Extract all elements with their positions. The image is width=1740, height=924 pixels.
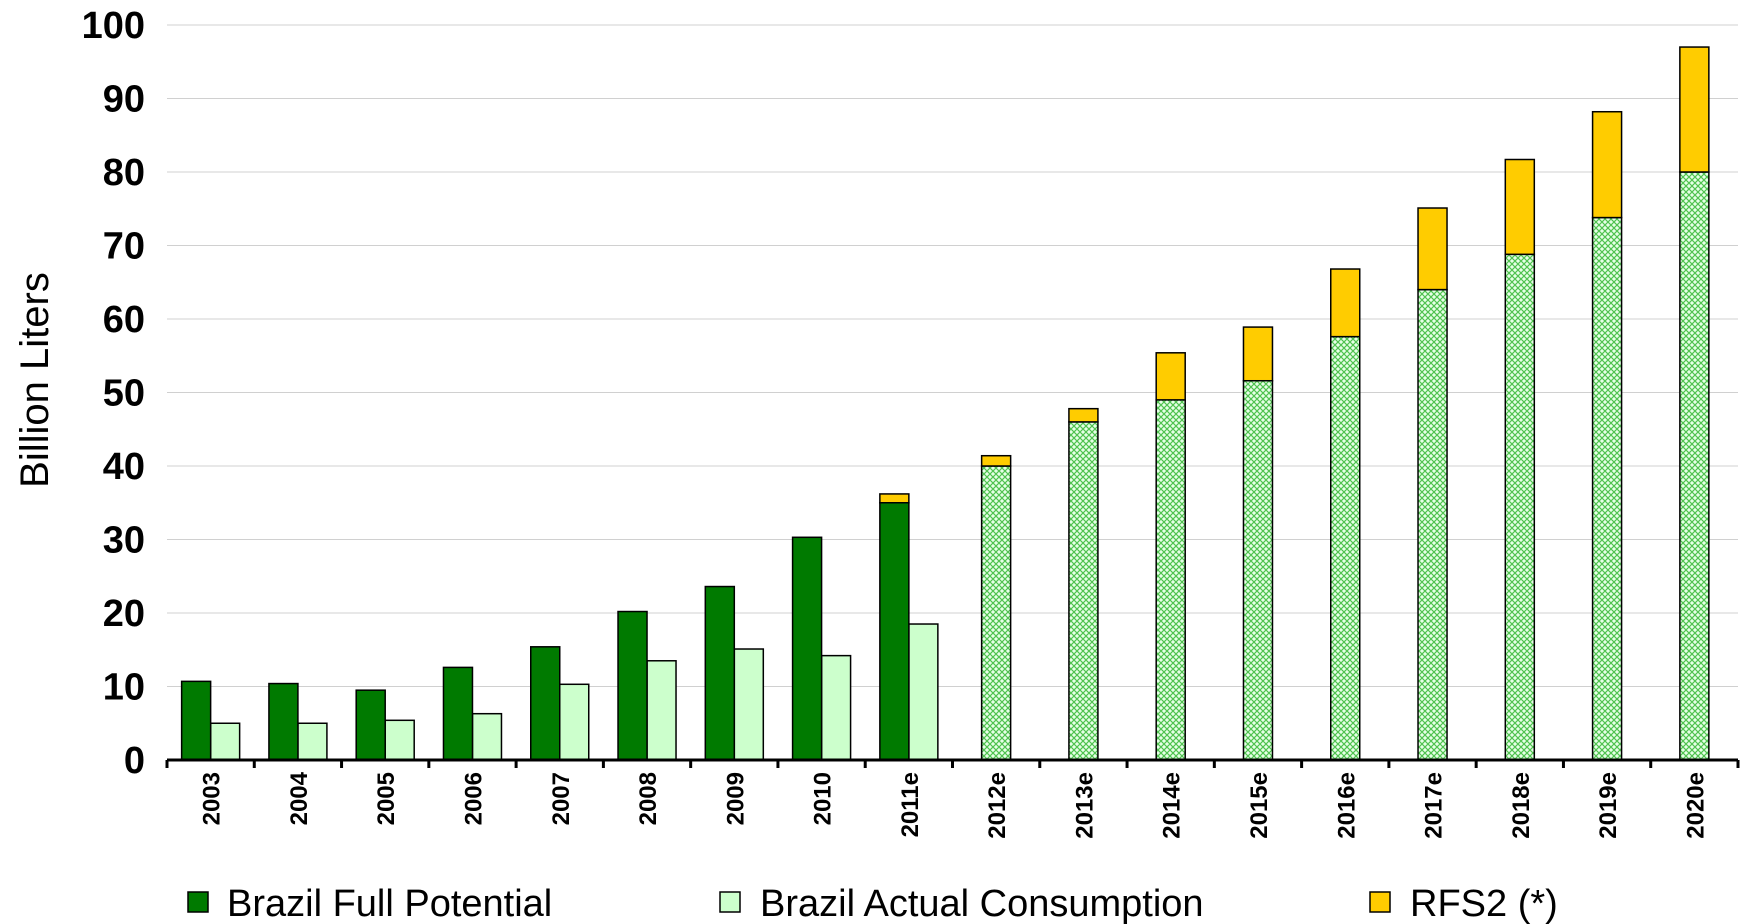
y-tick-label: 60 [103,299,145,341]
bar-full-potential [442,666,474,761]
bar-rfs2 [879,493,910,504]
bar-full-potential [1679,171,1710,761]
x-tick-label: 2013e [1071,772,1098,839]
bar-rfs2 [1330,268,1361,338]
legend-label-full-potential: Brazil Full Potential [227,883,552,924]
bar-full-potential [879,502,910,761]
bar-full-potential [1155,399,1186,761]
y-axis-ticks: 0 10 20 30 40 50 60 70 80 90 100 [82,5,145,782]
x-tick-label: 2018e [1508,772,1535,839]
bar-full-potential [791,536,823,761]
bar-actual-consumption [559,683,590,761]
bar-full-potential [268,682,299,761]
bar-full-potential [530,646,561,761]
bar-actual-consumption [384,719,415,761]
x-tick-label: 2006 [460,772,487,825]
x-tick-label: 2011e [897,772,924,837]
legend-swatch-full-potential [187,891,209,913]
bar-rfs2 [1504,158,1536,256]
bar-rfs2 [1242,326,1274,382]
bar-rfs2 [1679,46,1710,173]
y-tick-label: 90 [103,79,145,121]
y-tick-label: 40 [103,446,145,488]
bar-rfs2 [1591,110,1623,219]
bar-full-potential [980,465,1012,761]
x-axis-ticks: 2003 2004 2005 2006 2007 2008 2009 2010 2011e 201… [165,760,1740,839]
y-axis-label: Billion Liters [13,272,57,488]
bar-full-potential [1504,253,1536,761]
bar-actual-consumption [646,660,677,761]
bar-actual-consumption [471,712,503,761]
bar-full-potential [1417,288,1448,761]
bar-full-potential [1068,421,1099,761]
x-tick-label: 2004 [286,771,313,825]
bar-full-potential [180,680,212,761]
x-tick-label: 2017e [1421,772,1448,839]
gridlines [167,24,1738,687]
x-tick-label: 2007 [548,772,575,825]
y-tick-label: 70 [103,226,145,268]
bar-full-potential [1242,379,1274,761]
y-tick-label: 100 [82,5,145,47]
bar-full-potential [1591,216,1623,761]
y-tick-label: 20 [103,593,145,635]
bar-actual-consumption [733,648,765,761]
bar-rfs2 [980,454,1012,467]
bar-rfs2 [1155,352,1186,401]
legend-label-rfs2: RFS2 (*) [1410,883,1558,924]
bar-full-potential [704,585,736,761]
bars [180,46,1710,761]
x-tick-label: 2005 [373,772,400,825]
legend-swatch-rfs2 [1369,891,1391,913]
bar-full-potential [355,689,386,761]
bar-full-potential [1330,335,1361,761]
y-tick-label: 50 [103,373,145,415]
bar-rfs2 [1417,207,1448,291]
x-tick-label: 2008 [635,772,662,825]
bar-actual-consumption [908,623,939,761]
legend-label-actual-consumption: Brazil Actual Consumption [760,883,1204,924]
x-tick-label: 2009 [722,772,749,825]
legend-swatch-actual-consumption [719,891,741,913]
legend: Brazil Full Potential Brazil Actual Cons… [187,883,1558,924]
bar-full-potential [617,610,648,761]
bar-actual-consumption [297,722,328,761]
x-tick-label: 2012e [984,772,1011,839]
bar-actual-consumption [209,722,241,761]
y-tick-label: 10 [103,667,145,709]
x-tick-label: 2003 [199,772,226,825]
x-tick-label: 2016e [1333,772,1360,839]
x-tick-label: 2010 [810,772,837,825]
bar-rfs2 [1068,407,1099,423]
bar-actual-consumption [820,654,852,761]
y-tick-label: 30 [103,520,145,562]
x-tick-label: 2020e [1682,772,1709,839]
x-tick-label: 2015e [1246,772,1273,839]
x-tick-label: 2019e [1595,772,1622,839]
y-tick-label: 0 [124,740,145,782]
x-tick-label: 2014e [1159,772,1186,839]
y-tick-label: 80 [103,152,145,194]
